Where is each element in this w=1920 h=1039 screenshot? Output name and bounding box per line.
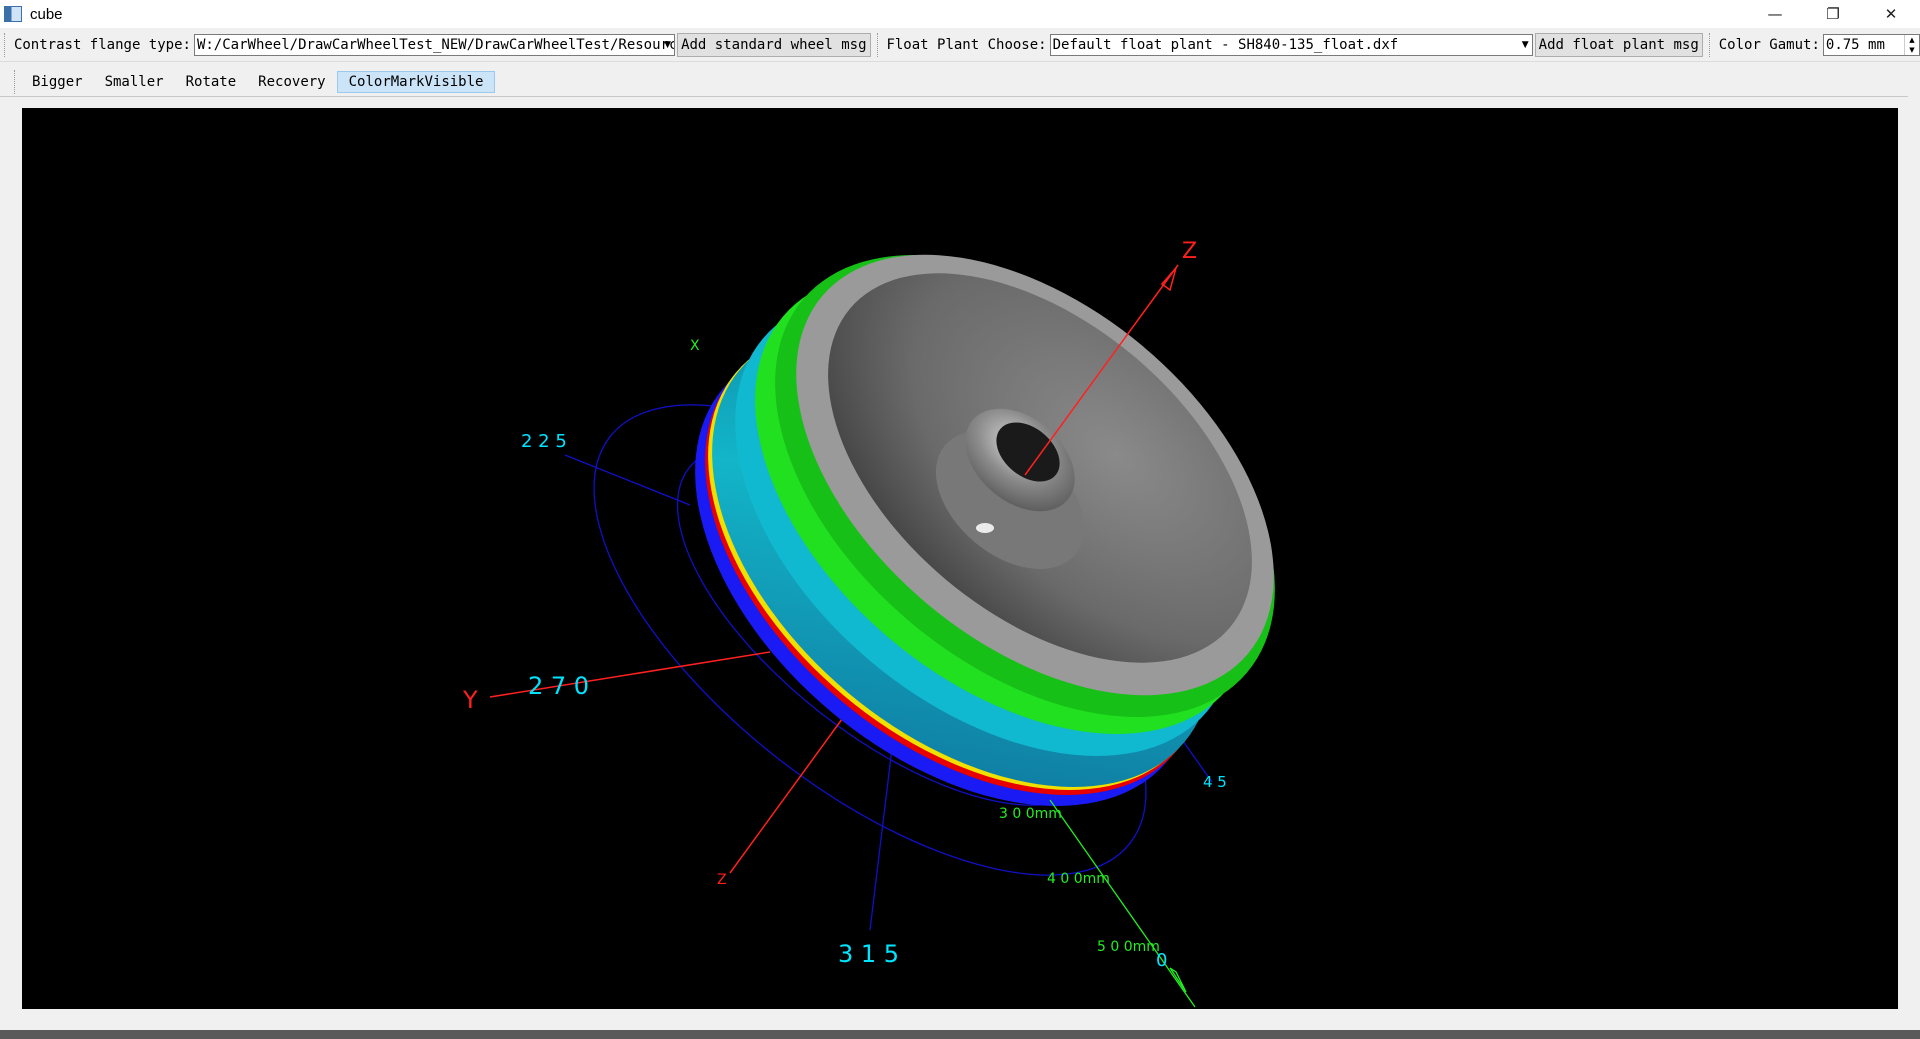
flange-type-label: Contrast flange type: xyxy=(13,37,191,53)
rotate-button[interactable]: Rotate xyxy=(185,74,237,90)
float-plant-label: Float Plant Choose: xyxy=(886,37,1047,53)
3d-viewport[interactable]: Z X Y Z 2 2 5 2 7 0 3 1 5 4 5 0 3 0 0mm … xyxy=(22,108,1898,1009)
wheel-model xyxy=(695,254,1275,806)
spin-arrows[interactable]: ▲ ▼ xyxy=(1903,35,1919,55)
wheel-scene: Z X Y Z 2 2 5 2 7 0 3 1 5 4 5 0 3 0 0mm … xyxy=(462,239,1275,1008)
toolbar-separator xyxy=(14,70,17,94)
add-standard-wheel-button[interactable]: Add standard wheel msg xyxy=(677,33,871,57)
float-plant-value: Default float plant - SH840-135_float.dx… xyxy=(1052,37,1399,53)
bigger-button[interactable]: Bigger xyxy=(32,74,83,90)
app-icon xyxy=(4,6,22,22)
chevron-down-icon: ▼ xyxy=(1521,40,1529,50)
toolbar-separator xyxy=(876,33,880,57)
smaller-button[interactable]: Smaller xyxy=(104,74,164,90)
radial-axis-line xyxy=(1049,799,1196,1008)
z-axis-line xyxy=(1024,264,1179,476)
color-gamut-spinbox[interactable]: 0.75 mm ▲ ▼ xyxy=(1822,34,1920,56)
spin-up-icon[interactable]: ▲ xyxy=(1909,36,1915,44)
axes xyxy=(489,651,846,874)
y-axis xyxy=(489,651,771,698)
angle-label-270: 2 7 0 xyxy=(528,672,589,700)
close-button[interactable]: ✕ xyxy=(1884,5,1898,23)
spin-down-icon[interactable]: ▼ xyxy=(1909,46,1915,54)
angle-label-315: 3 1 5 xyxy=(838,940,899,968)
hub-highlight xyxy=(976,523,994,533)
flange-type-value: W:/CarWheel/DrawCarWheelTest_NEW/DrawCar… xyxy=(196,37,676,53)
add-float-plant-button[interactable]: Add float plant msg xyxy=(1534,33,1703,57)
color-mark-visible-button[interactable]: ColorMarkVisible xyxy=(336,71,496,93)
radius-label-500: 5 0 0mm xyxy=(1097,939,1160,955)
flange-type-combo[interactable]: W:/CarWheel/DrawCarWheelTest_NEW/DrawCar… xyxy=(193,34,676,56)
angle-label-225: 2 2 5 xyxy=(521,431,567,452)
y-axis-label: Y xyxy=(462,686,478,714)
grid-spoke-225 xyxy=(564,454,691,506)
angle-label-0: 0 xyxy=(1156,950,1167,971)
z-axis-arrowhead xyxy=(1160,267,1177,292)
z-axis-label: Z xyxy=(1182,239,1197,264)
radius-label-400: 4 0 0mm xyxy=(1047,871,1110,887)
float-plant-combo[interactable]: Default float plant - SH840-135_float.dx… xyxy=(1049,34,1533,56)
taskbar-strip xyxy=(0,1030,1920,1039)
main-toolbar: Contrast flange type: W:/CarWheel/DrawCa… xyxy=(0,29,1920,62)
x-axis-label: X xyxy=(690,338,700,354)
color-gamut-label: Color Gamut: xyxy=(1718,37,1820,53)
z-axis-upper xyxy=(1024,264,1179,476)
recovery-button[interactable]: Recovery xyxy=(258,74,326,90)
radius-label-300: 3 0 0mm xyxy=(999,806,1062,822)
radial-axis xyxy=(1049,799,1196,1008)
radial-axis-arrowhead xyxy=(1169,967,1187,993)
view-toolbar: Bigger Smaller Rotate Recovery ColorMark… xyxy=(0,68,1908,97)
z-axis-lower xyxy=(729,714,846,874)
window-controls: — ❐ ✕ xyxy=(1746,0,1920,28)
color-gamut-value: 0.75 mm xyxy=(1825,37,1885,53)
toolbar-separator xyxy=(4,33,7,57)
toolbar-separator xyxy=(1708,33,1712,57)
grid-spoke-315 xyxy=(869,739,894,931)
minimize-button[interactable]: — xyxy=(1767,5,1783,23)
hub-bore xyxy=(996,422,1060,482)
restore-button[interactable]: ❐ xyxy=(1826,5,1840,23)
window-title: cube xyxy=(30,5,63,23)
angle-label-45: 4 5 xyxy=(1203,773,1227,791)
chevron-down-icon: ▼ xyxy=(664,40,672,50)
title-bar: cube — ❐ ✕ xyxy=(0,0,1920,28)
z-axis-lower-label: Z xyxy=(717,872,727,888)
